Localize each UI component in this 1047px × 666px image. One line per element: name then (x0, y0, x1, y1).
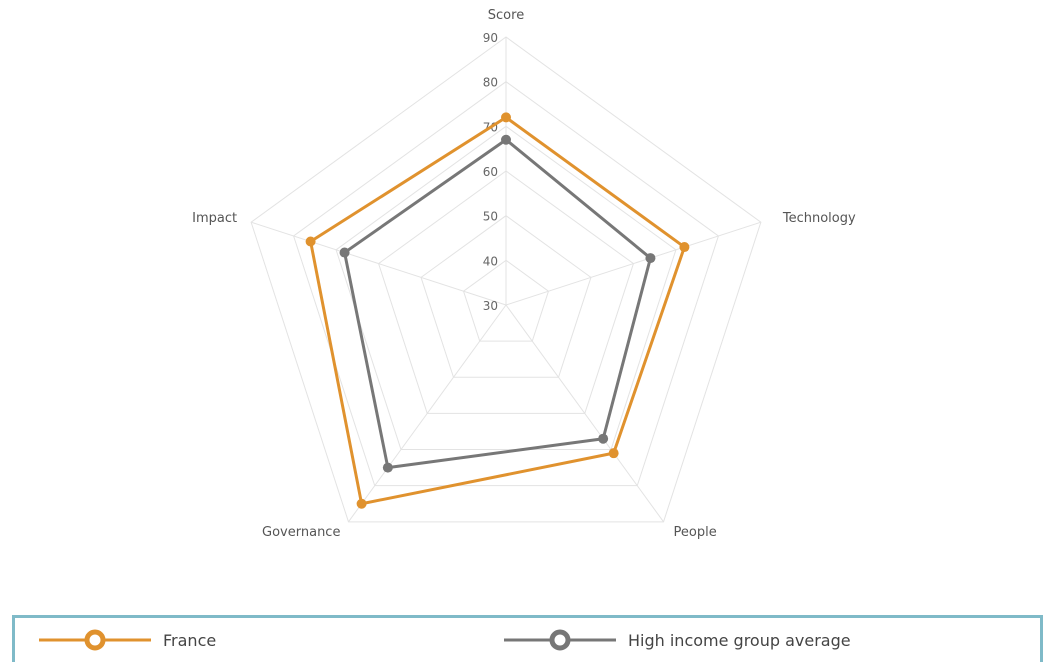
data-point-france-score[interactable] (501, 112, 511, 123)
data-point-high-income-group-average-governance[interactable] (382, 462, 393, 473)
axis-labels: Score Technology People Governance Impact (192, 8, 856, 540)
series-layer (305, 112, 690, 509)
axis-label-score: Score (488, 8, 524, 23)
legend-item-france[interactable]: France (35, 628, 216, 652)
legend-label-france: France (163, 630, 217, 650)
grid-ring-60 (377, 170, 635, 414)
grid-ring-80 (293, 81, 719, 487)
series-line-high-income-group-average (343, 138, 652, 470)
grid-ring-90 (250, 36, 762, 523)
data-point-high-income-group-average-score[interactable] (501, 134, 511, 145)
axis-label-governance: Governance (262, 525, 340, 540)
grid-ring-70 (335, 125, 677, 451)
series-line-france (309, 115, 686, 506)
data-point-france-impact[interactable] (305, 236, 316, 247)
axis-label-impact: Impact (192, 211, 237, 226)
grid-ring-40 (462, 259, 550, 342)
legend-dot-high-income (549, 629, 571, 651)
data-point-france-governance[interactable] (356, 498, 367, 509)
tick-label: 30 (483, 299, 498, 313)
legend-label-high-income: High income group average (628, 630, 851, 650)
grid-ring-50 (420, 215, 592, 378)
legend: France High income group average (12, 615, 1043, 662)
data-point-high-income-group-average-technology[interactable] (645, 253, 656, 264)
tick-label: 60 (483, 165, 498, 179)
series-france (305, 112, 690, 509)
axis-label-people: People (674, 525, 717, 540)
data-point-high-income-group-average-impact[interactable] (339, 247, 350, 258)
legend-marker-france (39, 629, 151, 651)
radar-grid (250, 36, 762, 523)
legend-item-high-income[interactable]: High income group average (500, 628, 851, 652)
tick-label: 90 (483, 31, 498, 45)
axis-label-technology: Technology (782, 211, 856, 226)
legend-dot-france (84, 629, 106, 651)
series-high-income-group-average (339, 134, 656, 473)
data-point-high-income-group-average-people[interactable] (598, 433, 609, 444)
data-point-france-people[interactable] (608, 448, 619, 459)
spoke-governance (348, 304, 507, 523)
legend-marker-high-income (504, 629, 616, 651)
tick-label: 50 (483, 210, 498, 224)
spoke-impact (250, 221, 507, 306)
tick-label: 40 (483, 254, 498, 268)
spoke-people (505, 304, 664, 523)
data-point-france-technology[interactable] (679, 242, 690, 253)
spoke-technology (505, 221, 762, 306)
tick-label: 80 (483, 76, 498, 90)
